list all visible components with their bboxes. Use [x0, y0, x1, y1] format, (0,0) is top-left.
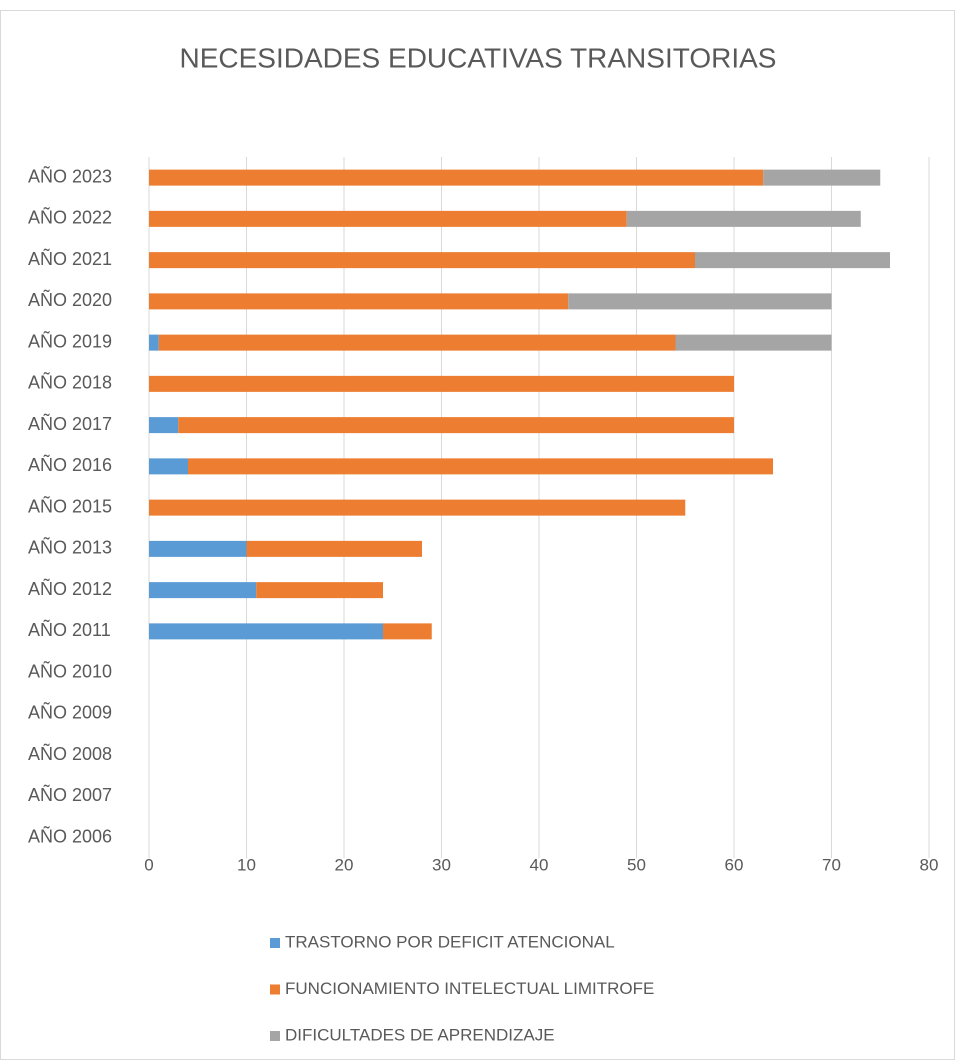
bar — [158, 334, 676, 351]
y-tick-label: AÑO 2016 — [28, 454, 112, 475]
x-tick-label: 0 — [144, 856, 153, 875]
bar — [568, 293, 832, 310]
y-tick-label: AÑO 2007 — [28, 784, 112, 805]
legend-label: TRASTORNO POR DEFICIT ATENCIONAL — [285, 932, 615, 951]
bar — [188, 458, 773, 475]
y-tick-label: AÑO 2008 — [28, 743, 112, 764]
y-tick-label: AÑO 2021 — [28, 248, 112, 269]
y-tick-label: AÑO 2006 — [28, 825, 112, 846]
legend-label: FUNCIONAMIENTO INTELECTUAL LIMITROFE — [285, 979, 654, 998]
x-tick-label: 80 — [920, 856, 939, 875]
y-tick-label: AÑO 2022 — [28, 207, 112, 228]
x-tick-label: 50 — [627, 856, 646, 875]
legend-swatch — [270, 1031, 280, 1041]
bar — [763, 169, 881, 186]
x-tick-label: 10 — [237, 856, 256, 875]
y-tick-label: AÑO 2020 — [28, 289, 112, 310]
y-tick-label: AÑO 2017 — [28, 413, 112, 434]
bar — [149, 582, 257, 599]
bar — [695, 252, 890, 269]
y-tick-label: AÑO 2013 — [28, 537, 112, 558]
bar — [675, 334, 832, 351]
bar — [149, 458, 188, 475]
y-tick-label: AÑO 2023 — [28, 165, 112, 186]
bar — [149, 334, 159, 351]
y-tick-label: AÑO 2012 — [28, 578, 112, 599]
legend-label: DIFICULTADES DE APRENDIZAJE — [285, 1025, 555, 1044]
chart-border — [0, 10, 955, 1060]
bar — [256, 582, 383, 599]
y-tick-label: AÑO 2015 — [28, 495, 112, 516]
x-tick-label: 40 — [530, 856, 549, 875]
bar — [149, 293, 569, 310]
y-tick-label: AÑO 2019 — [28, 330, 112, 351]
bar — [149, 375, 734, 392]
y-tick-label: AÑO 2011 — [28, 619, 111, 640]
x-tick-label: 20 — [335, 856, 354, 875]
x-tick-label: 70 — [822, 856, 841, 875]
bar — [149, 623, 383, 640]
y-tick-label: AÑO 2018 — [28, 372, 112, 393]
bar — [246, 540, 422, 557]
y-tick-label: AÑO 2010 — [28, 660, 112, 681]
bar — [383, 623, 432, 640]
bar — [149, 540, 247, 557]
chart-title: NECESIDADES EDUCATIVAS TRANSITORIAS — [180, 42, 777, 73]
bar — [149, 499, 686, 516]
legend-swatch — [270, 938, 280, 948]
bar — [149, 417, 179, 434]
x-tick-label: 60 — [725, 856, 744, 875]
x-tick-label: 30 — [432, 856, 451, 875]
bar — [149, 210, 627, 227]
legend-swatch — [270, 984, 280, 995]
bar — [149, 169, 764, 186]
bar — [626, 210, 861, 227]
y-tick-label: AÑO 2009 — [28, 702, 112, 723]
bar — [149, 252, 695, 269]
bar — [178, 417, 734, 434]
